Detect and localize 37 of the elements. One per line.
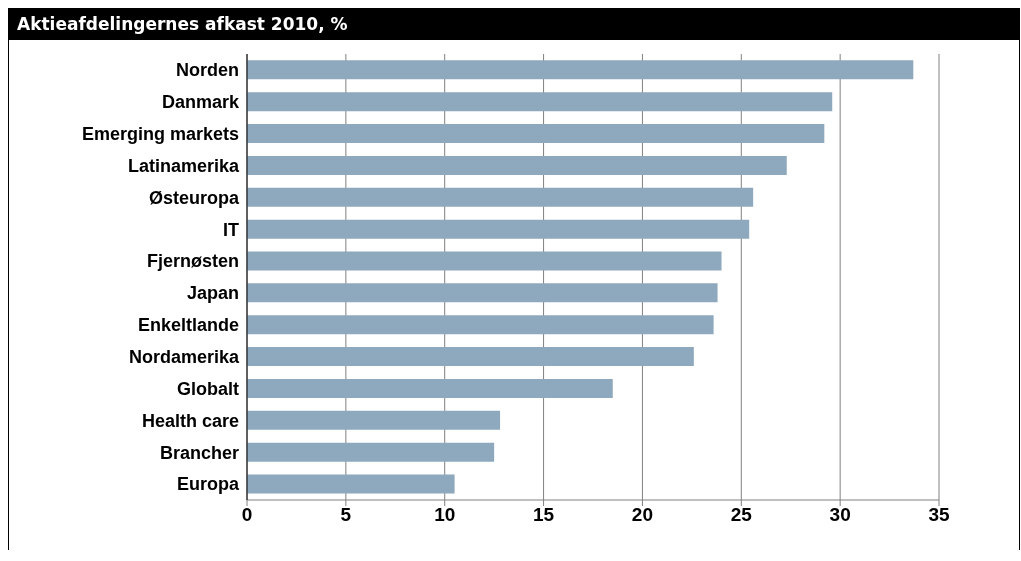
- x-tick-label: 20: [631, 504, 653, 526]
- bar: [247, 187, 754, 207]
- y-tick-label: Norden: [176, 60, 239, 81]
- bar: [247, 442, 495, 462]
- y-tick-label: Latinamerika: [127, 155, 240, 176]
- chart-title: Aktieafdelingernes afkast 2010, %: [9, 8, 1019, 40]
- y-tick-label: Østeuropa: [148, 187, 240, 208]
- y-tick-label: Europa: [176, 474, 240, 495]
- y-tick-label: Fjernøsten: [146, 251, 239, 272]
- bar: [247, 219, 750, 239]
- bar: [247, 410, 501, 430]
- y-tick-label: Nordamerika: [128, 347, 240, 368]
- y-tick-label: Emerging markets: [81, 124, 239, 145]
- x-tick-label: 35: [928, 504, 950, 526]
- bar: [247, 155, 787, 175]
- x-tick-label: 30: [829, 504, 851, 526]
- bar: [247, 315, 714, 335]
- bar: [247, 474, 455, 494]
- bar: [247, 347, 694, 367]
- x-tick-label: 10: [434, 504, 456, 526]
- x-tick-label: 5: [340, 504, 352, 526]
- y-tick-label: Japan: [186, 283, 239, 304]
- y-tick-label: Danmark: [161, 92, 240, 113]
- y-tick-label: Enkeltlande: [137, 315, 239, 336]
- y-tick-label: Globalt: [177, 378, 239, 399]
- x-tick-label: 0: [241, 504, 253, 526]
- x-tick-label: 25: [730, 504, 753, 526]
- bar: [247, 124, 825, 144]
- bar: [247, 283, 718, 303]
- x-tick-label: 15: [533, 504, 555, 526]
- bar: [247, 378, 613, 398]
- bar: [247, 60, 914, 80]
- bar: [247, 92, 833, 112]
- bar: [247, 251, 722, 271]
- y-tick-label: Health care: [141, 410, 239, 431]
- y-tick-label: Brancher: [159, 442, 239, 463]
- y-tick-label: IT: [223, 219, 239, 240]
